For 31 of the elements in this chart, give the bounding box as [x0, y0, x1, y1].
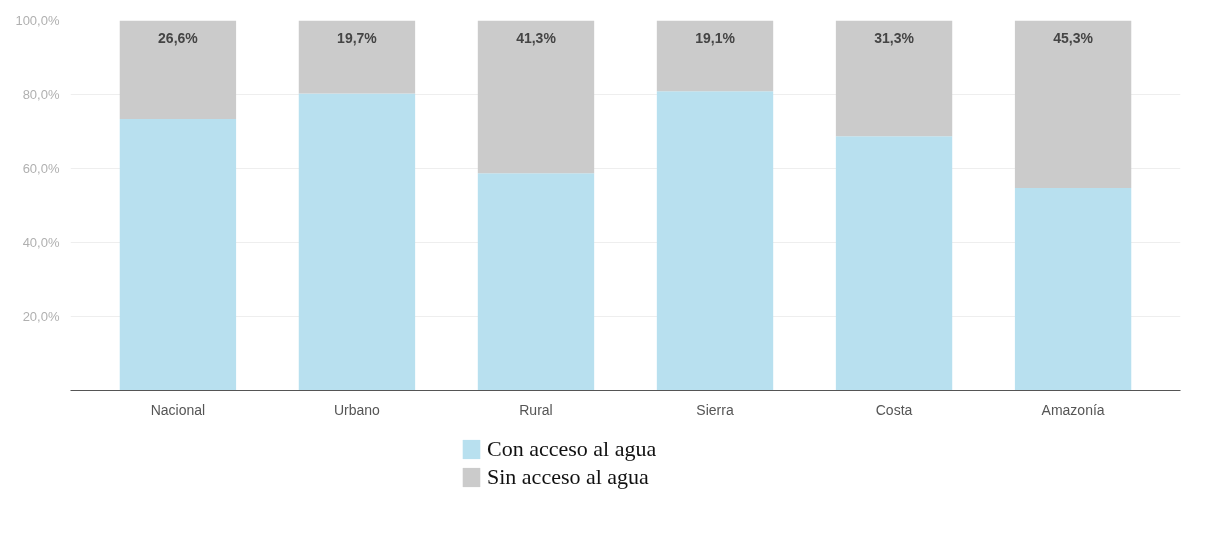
- bar: [1014, 188, 1132, 391]
- bar: [656, 91, 774, 391]
- y-tick-label: 40,0%: [22, 235, 60, 250]
- y-tick-label: 20,0%: [22, 309, 60, 324]
- data-label: 19,7%: [337, 29, 378, 46]
- y-tick-label: 100,0%: [15, 13, 60, 28]
- x-tick-label: Amazonía: [1041, 401, 1105, 418]
- bar: [1014, 20, 1132, 189]
- data-label: 41,3%: [516, 29, 557, 46]
- legend-label: Con acceso al agua: [487, 436, 657, 462]
- bar: [119, 118, 237, 391]
- data-label: 31,3%: [874, 29, 915, 46]
- data-label: 45,3%: [1053, 29, 1094, 46]
- bar: [119, 20, 237, 119]
- bar: [298, 20, 416, 94]
- data-label: 26,6%: [158, 29, 199, 46]
- y-tick-label: 60,0%: [22, 161, 60, 176]
- x-tick-label: Sierra: [696, 401, 734, 418]
- x-tick-label: Rural: [519, 401, 553, 418]
- bar: [298, 93, 416, 391]
- bar: [656, 20, 774, 92]
- bar: [477, 20, 595, 174]
- data-label: 19,1%: [695, 29, 736, 46]
- x-tick-label: Nacional: [150, 401, 206, 418]
- bar: [835, 136, 953, 391]
- x-tick-label: Costa: [875, 401, 913, 418]
- bar: [477, 173, 595, 391]
- legend-label: Sin acceso al agua: [487, 464, 649, 490]
- bar: [835, 20, 953, 137]
- x-tick-label: Urbano: [333, 401, 381, 418]
- y-tick-label: 80,0%: [22, 87, 60, 102]
